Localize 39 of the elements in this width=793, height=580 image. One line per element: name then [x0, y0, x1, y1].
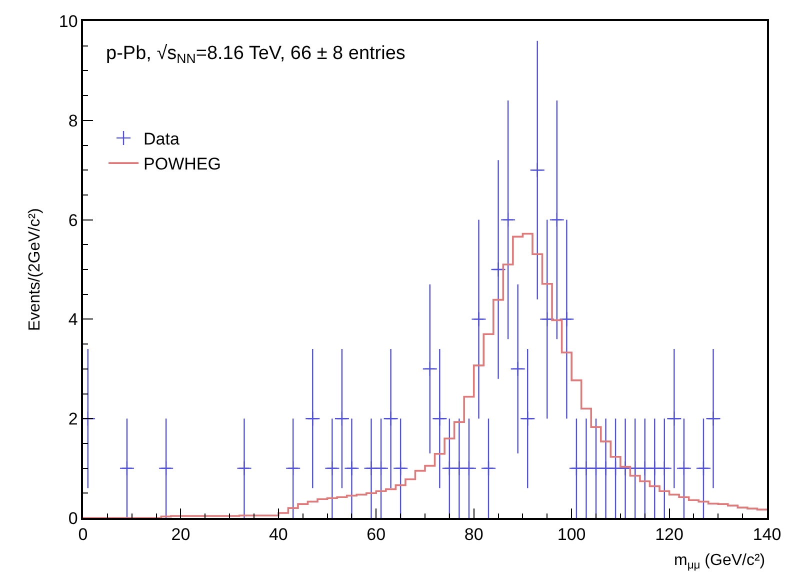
- x-tick-label: 120: [655, 525, 684, 544]
- legend-label: POWHEG: [144, 154, 221, 174]
- point: [530, 162, 545, 178]
- annotation: p-Pb, √s$_{NN}$=8.16 TeV, 66 ± 8 entries: [106, 43, 406, 66]
- y-tick-label: 6: [68, 210, 78, 230]
- y-axis-title: Events/(2GeV/c²): [26, 208, 44, 331]
- x-axis-title: m$_{μμ}$ (GeV/c²): [674, 552, 766, 572]
- point: [392, 460, 408, 476]
- y-tick-label: 2: [68, 410, 78, 429]
- point: [559, 312, 574, 327]
- x-tick-label: 80: [464, 525, 484, 544]
- point: [432, 411, 448, 426]
- point: [119, 460, 135, 476]
- x-tick-label: 140: [752, 525, 782, 544]
- point: [285, 460, 301, 476]
- point: [236, 460, 252, 476]
- point: [158, 460, 174, 476]
- point: [471, 312, 486, 327]
- point: [480, 460, 496, 476]
- x-tick-label: 40: [268, 525, 288, 544]
- y-tick-label: 0: [68, 508, 78, 528]
- point: [305, 411, 320, 426]
- point: [344, 460, 360, 476]
- y-tick-label: 10: [58, 12, 78, 31]
- x-tick-label: 60: [366, 525, 386, 544]
- point: [696, 460, 712, 476]
- point: [500, 212, 516, 228]
- y-tick-label: 8: [68, 111, 78, 130]
- point: [676, 460, 692, 476]
- point: [490, 262, 506, 278]
- x-tick-label: 100: [557, 525, 586, 544]
- point: [422, 361, 438, 376]
- legend-label: Data: [144, 130, 180, 149]
- x-tick-label: 20: [171, 525, 190, 544]
- point: [540, 312, 555, 327]
- point: [510, 361, 526, 376]
- y-tick-label: 4: [68, 310, 78, 330]
- point: [520, 411, 536, 426]
- point: [324, 460, 340, 476]
